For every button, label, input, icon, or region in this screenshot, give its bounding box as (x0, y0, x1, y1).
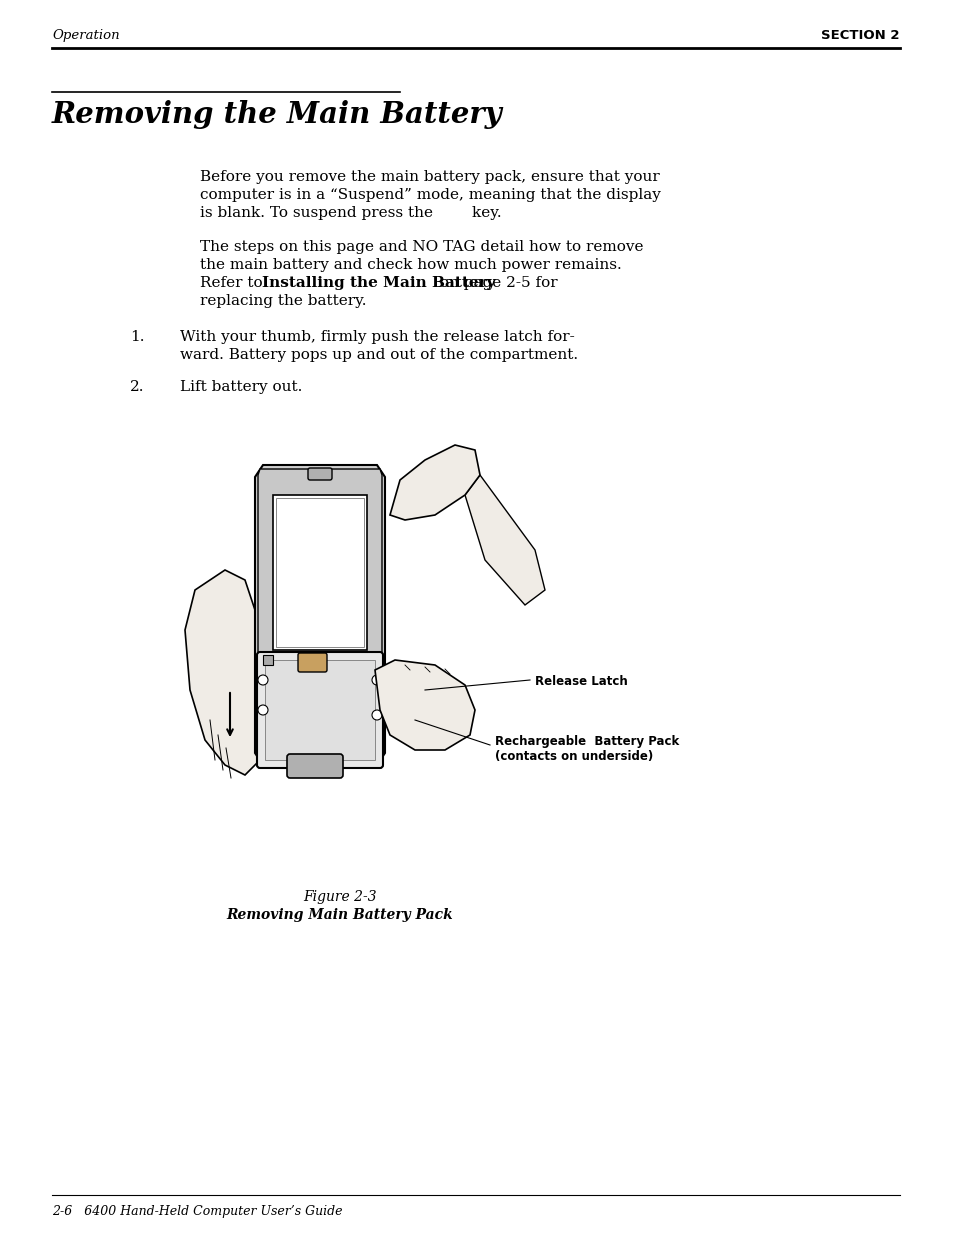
Text: is blank. To suspend press the        key.: is blank. To suspend press the key. (200, 206, 501, 220)
Text: Removing Main Battery Pack: Removing Main Battery Pack (227, 908, 453, 923)
Text: ward. Battery pops up and out of the compartment.: ward. Battery pops up and out of the com… (180, 348, 578, 362)
Text: Operation: Operation (52, 28, 119, 42)
Text: Rechargeable  Battery Pack
(contacts on underside): Rechargeable Battery Pack (contacts on u… (495, 735, 679, 763)
Text: on page 2-5 for: on page 2-5 for (435, 275, 558, 290)
Text: 1.: 1. (130, 330, 144, 345)
Text: Refer to: Refer to (200, 275, 267, 290)
Circle shape (372, 710, 381, 720)
Text: replacing the battery.: replacing the battery. (200, 294, 366, 308)
FancyBboxPatch shape (275, 498, 364, 647)
FancyBboxPatch shape (256, 652, 382, 768)
Circle shape (257, 676, 268, 685)
Text: computer is in a “Suspend” mode, meaning that the display: computer is in a “Suspend” mode, meaning… (200, 188, 660, 203)
Circle shape (257, 705, 268, 715)
FancyBboxPatch shape (273, 495, 367, 650)
Text: Release Latch: Release Latch (535, 676, 627, 688)
Polygon shape (464, 475, 544, 605)
Text: Removing the Main Battery: Removing the Main Battery (52, 100, 502, 128)
Text: 2.: 2. (130, 380, 144, 394)
FancyBboxPatch shape (265, 659, 375, 760)
Polygon shape (375, 659, 475, 750)
Text: Lift battery out.: Lift battery out. (180, 380, 302, 394)
Polygon shape (254, 466, 385, 764)
Text: the main battery and check how much power remains.: the main battery and check how much powe… (200, 258, 621, 272)
Text: Installing the Main Battery: Installing the Main Battery (262, 275, 495, 290)
Text: Before you remove the main battery pack, ensure that your: Before you remove the main battery pack,… (200, 170, 659, 184)
Polygon shape (185, 571, 260, 776)
FancyBboxPatch shape (308, 468, 332, 480)
Text: SECTION 2: SECTION 2 (821, 28, 899, 42)
FancyBboxPatch shape (297, 653, 327, 672)
Polygon shape (257, 469, 381, 761)
Text: 2-6   6400 Hand-Held Computer User’s Guide: 2-6 6400 Hand-Held Computer User’s Guide (52, 1205, 342, 1218)
FancyBboxPatch shape (287, 755, 343, 778)
Text: With your thumb, firmly push the release latch for-: With your thumb, firmly push the release… (180, 330, 574, 345)
Circle shape (372, 676, 381, 685)
Polygon shape (390, 445, 479, 520)
Text: The steps on this page and NO TAG detail how to remove: The steps on this page and NO TAG detail… (200, 240, 643, 254)
Text: Figure 2-3: Figure 2-3 (303, 890, 376, 904)
FancyBboxPatch shape (263, 655, 273, 664)
